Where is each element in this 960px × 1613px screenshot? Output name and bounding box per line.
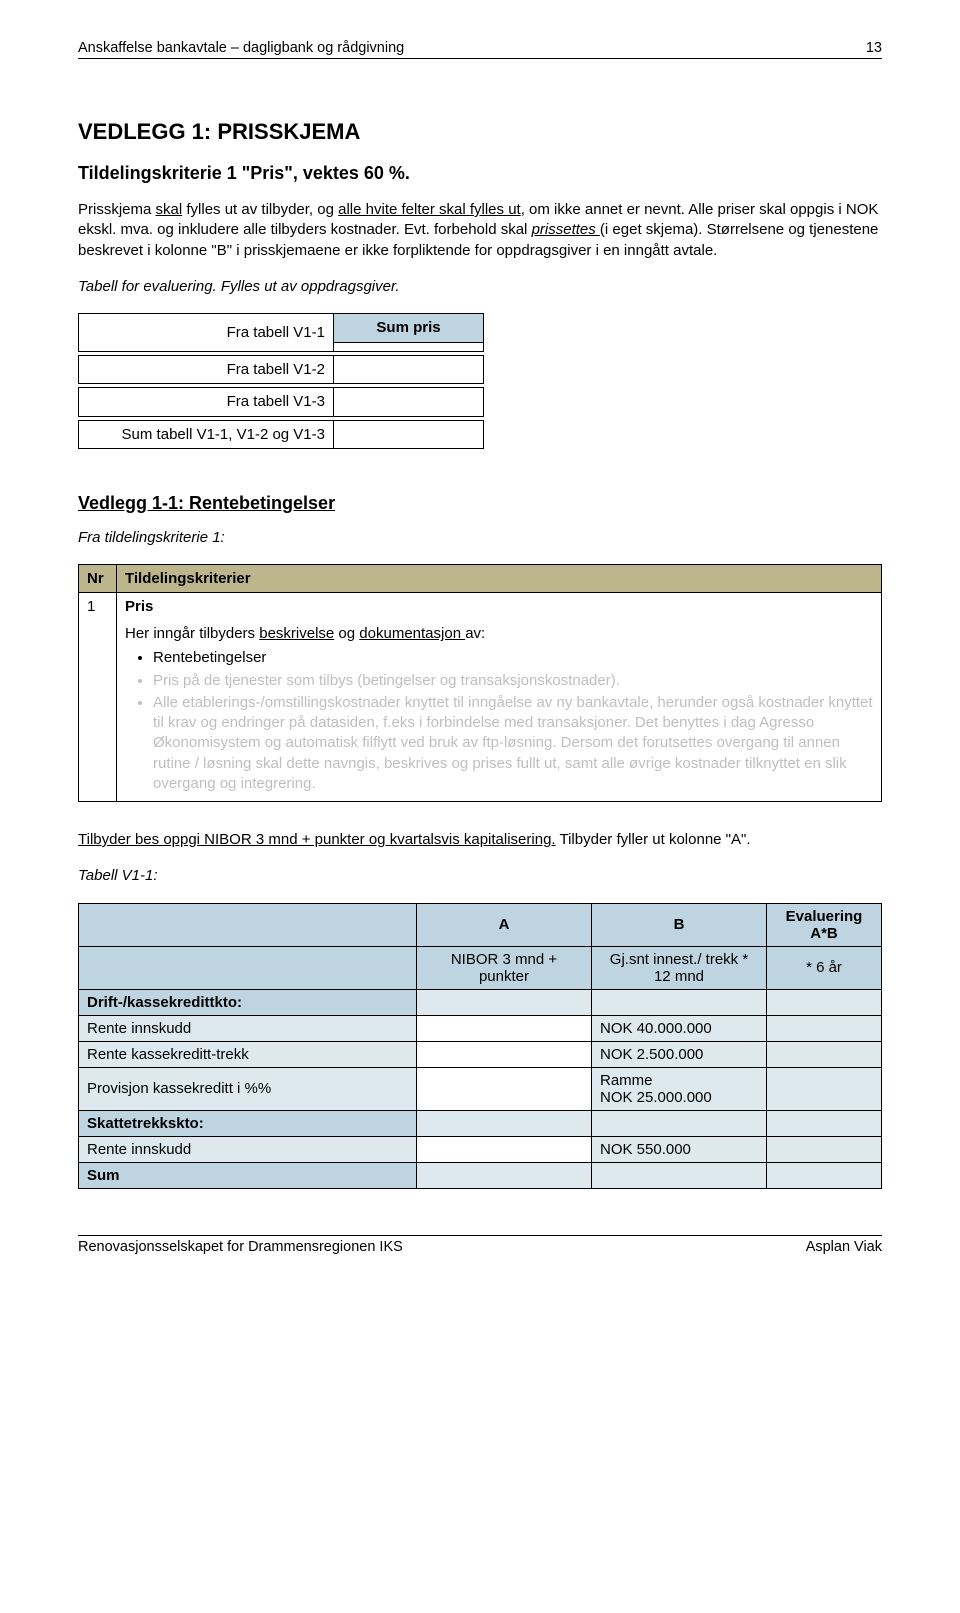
- ptable-r2-b: NOK 2.500.000: [592, 1041, 767, 1067]
- ptable-r4-b: NOK 550.000: [592, 1136, 767, 1162]
- ptable-sum-e: [767, 1162, 882, 1188]
- table-v1-1-label: Tabell V1-1:: [78, 866, 882, 886]
- ptable-r4-e: [767, 1136, 882, 1162]
- page-footer: Renovasjonsselskapet for Drammensregione…: [78, 1235, 882, 1255]
- ptable-s2-a: [417, 1110, 592, 1136]
- ptable-s2-b: [592, 1110, 767, 1136]
- ptable-s2-e: [767, 1110, 882, 1136]
- sum-pris-table: Fra tabell V1-1 Sum pris Fra tabell V1-2…: [78, 313, 484, 449]
- criteria-table: Nr Tildelingskriterier 1 Pris Her inngår…: [78, 564, 882, 802]
- ptable-r3-b: Ramme NOK 25.000.000: [592, 1067, 767, 1110]
- criteria-body: Pris Her inngår tilbyders beskrivelse og…: [117, 593, 882, 802]
- ptable-r4-a[interactable]: [417, 1136, 592, 1162]
- sum-row-3-label: Fra tabell V1-3: [79, 388, 334, 417]
- ptable-r2-e: [767, 1041, 882, 1067]
- ptable-section-1: Drift-/kassekredittkto:: [79, 989, 417, 1015]
- intro-paragraph-1: Prisskjema skal fylles ut av tilbyder, o…: [78, 200, 882, 261]
- sum-row-4-value[interactable]: [334, 420, 484, 449]
- sum-row-2-label: Fra tabell V1-2: [79, 355, 334, 384]
- ptable-sum-label: Sum: [79, 1162, 417, 1188]
- ptable-sub-blank: [79, 946, 417, 989]
- ptable-r3-e: [767, 1067, 882, 1110]
- instruction-text: Tilbyder bes oppgi NIBOR 3 mnd + punkter…: [78, 830, 882, 850]
- ptable-sum-b: [592, 1162, 767, 1188]
- ptable-blank-header: [79, 903, 417, 946]
- ptable-sub-b: Gj.snt innest./ trekk * 12 mnd: [592, 946, 767, 989]
- header-page-number: 13: [866, 40, 882, 56]
- ptable-r1-e: [767, 1015, 882, 1041]
- intro-paragraph-2: Tabell for evaluering. Fylles ut av oppd…: [78, 277, 882, 297]
- criteria-col-nr: Nr: [79, 565, 117, 593]
- criteria-pris-label: Pris: [125, 598, 873, 615]
- ptable-col-b: B: [592, 903, 767, 946]
- heading-vedlegg-1: VEDLEGG 1: PRISSKJEMA: [78, 119, 882, 145]
- sum-row-2-value[interactable]: [334, 355, 484, 384]
- ptable-col-a: A: [417, 903, 592, 946]
- ptable-s1-b: [592, 989, 767, 1015]
- sum-row-3-value[interactable]: [334, 388, 484, 417]
- ptable-sum-a: [417, 1162, 592, 1188]
- sum-row-1-label: Fra tabell V1-1: [79, 314, 334, 352]
- ptable-s1-a: [417, 989, 592, 1015]
- criteria-bullet-2: Pris på de tjenester som tilbys (betinge…: [153, 671, 873, 691]
- criteria-col-k: Tildelingskriterier: [117, 565, 882, 593]
- ptable-r1-b: NOK 40.000.000: [592, 1015, 767, 1041]
- criteria-desc-line: Her inngår tilbyders beskrivelse og doku…: [125, 625, 873, 642]
- ptable-sub-a: NIBOR 3 mnd + punkter: [417, 946, 592, 989]
- ptable-r2-label: Rente kassekreditt-trekk: [79, 1041, 417, 1067]
- ptable-r1-label: Rente innskudd: [79, 1015, 417, 1041]
- ptable-s1-e: [767, 989, 882, 1015]
- criteria-nr: 1: [79, 593, 117, 802]
- ptable-sub-e: * 6 år: [767, 946, 882, 989]
- ptable-r3-label: Provisjon kassekreditt i %%: [79, 1067, 417, 1110]
- header-title: Anskaffelse bankavtale – dagligbank og r…: [78, 40, 404, 56]
- page-header: Anskaffelse bankavtale – dagligbank og r…: [78, 40, 882, 59]
- footer-right: Asplan Viak: [806, 1239, 882, 1255]
- criteria-bullet-1: Rentebetingelser: [153, 648, 873, 668]
- ptable-r2-a[interactable]: [417, 1041, 592, 1067]
- footer-left: Renovasjonsselskapet for Drammensregione…: [78, 1239, 403, 1255]
- price-table-v1-1: A B Evaluering A*B NIBOR 3 mnd + punkter…: [78, 903, 882, 1189]
- ptable-section-2: Skattetrekkskto:: [79, 1110, 417, 1136]
- sum-header: Sum pris: [334, 314, 484, 343]
- from-criteria-label: Fra tildelingskriterie 1:: [78, 528, 882, 548]
- criteria-bullet-3: Alle etablerings-/omstillingskostnader k…: [153, 693, 873, 794]
- page-container: Anskaffelse bankavtale – dagligbank og r…: [0, 0, 960, 1285]
- sum-row-1-value[interactable]: [334, 342, 484, 351]
- section-heading-rentebetingelser: Vedlegg 1-1: Rentebetingelser: [78, 493, 882, 514]
- sum-row-4-label: Sum tabell V1-1, V1-2 og V1-3: [79, 420, 334, 449]
- ptable-col-e: Evaluering A*B: [767, 903, 882, 946]
- heading-tildelingskriterie: Tildelingskriterie 1 "Pris", vektes 60 %…: [78, 163, 882, 184]
- ptable-r1-a[interactable]: [417, 1015, 592, 1041]
- ptable-r4-label: Rente innskudd: [79, 1136, 417, 1162]
- ptable-r3-a[interactable]: [417, 1067, 592, 1110]
